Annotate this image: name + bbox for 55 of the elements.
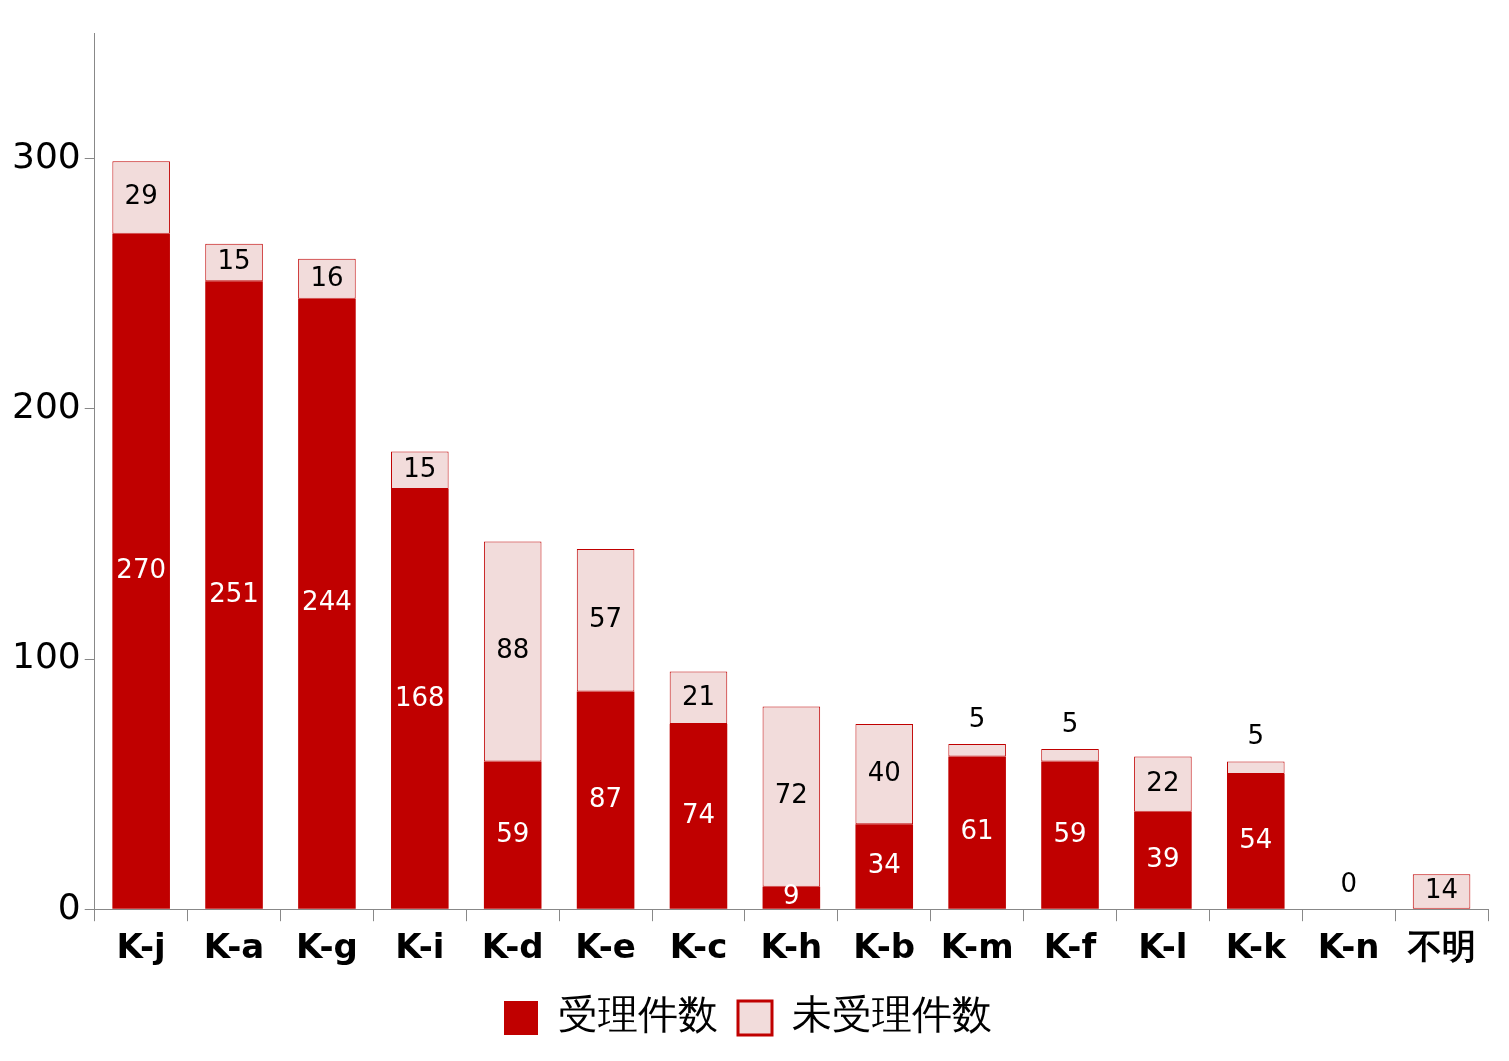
data-label: 244: [302, 586, 352, 617]
x-tick-label: K-b: [853, 926, 916, 967]
data-label: 5: [1061, 707, 1079, 738]
x-tick-label: K-k: [1225, 926, 1288, 967]
data-label: 16: [310, 261, 344, 292]
data-label: 59: [496, 817, 530, 848]
y-tick-label: 200: [11, 385, 81, 427]
legend-label: 受理件数: [558, 991, 718, 1038]
x-tick-label: K-l: [1138, 926, 1188, 967]
x-tick-label: 不明: [1406, 926, 1476, 967]
data-label: 29: [124, 180, 158, 211]
x-tick-label: K-a: [203, 926, 265, 967]
data-label: 5: [1247, 720, 1265, 751]
data-label: 251: [209, 577, 259, 608]
data-label: 9: [783, 880, 800, 911]
bar: [1041, 761, 1099, 909]
data-label: 21: [681, 680, 716, 711]
x-tick-label: K-f: [1043, 926, 1098, 967]
x-tick-label: K-e: [575, 926, 636, 967]
data-label: 88: [496, 634, 530, 665]
data-label: 61: [960, 815, 994, 846]
x-tick-label: K-h: [760, 926, 823, 967]
bar: [391, 488, 449, 909]
data-label: 15: [217, 245, 251, 276]
data-label: 40: [867, 756, 901, 787]
x-tick-label: K-g: [296, 926, 358, 967]
legend-label: 未受理件数: [792, 991, 992, 1038]
data-label: 72: [774, 779, 808, 810]
data-label: 22: [1146, 766, 1180, 797]
data-label: 14: [1425, 874, 1459, 905]
x-tick-label: K-n: [1317, 926, 1380, 967]
data-label: 39: [1146, 842, 1180, 873]
data-label: 270: [116, 553, 166, 584]
bar: [112, 233, 170, 909]
x-tick-label: K-m: [940, 926, 1014, 967]
data-label: 87: [589, 782, 623, 813]
data-label: 168: [394, 681, 445, 712]
y-tick-label: 300: [11, 135, 81, 177]
x-tick-label: K-j: [116, 926, 166, 967]
x-tick-label: K-i: [395, 926, 445, 967]
data-label: 57: [589, 603, 623, 633]
data-label: 15: [403, 452, 437, 483]
data-label: 5: [968, 702, 986, 733]
bar: [948, 756, 1006, 909]
data-label: 74: [681, 799, 716, 830]
y-tick-label: 0: [57, 885, 81, 927]
data-label: 59: [1053, 817, 1087, 848]
data-label: 54: [1239, 824, 1273, 855]
data-label: 0: [1340, 867, 1357, 898]
y-tick-label: 100: [11, 635, 81, 677]
data-label: 34: [867, 849, 901, 880]
x-tick-label: K-d: [481, 926, 544, 967]
bar: [1134, 811, 1192, 909]
bar: [298, 298, 356, 909]
x-tick-label: K-c: [669, 926, 728, 967]
